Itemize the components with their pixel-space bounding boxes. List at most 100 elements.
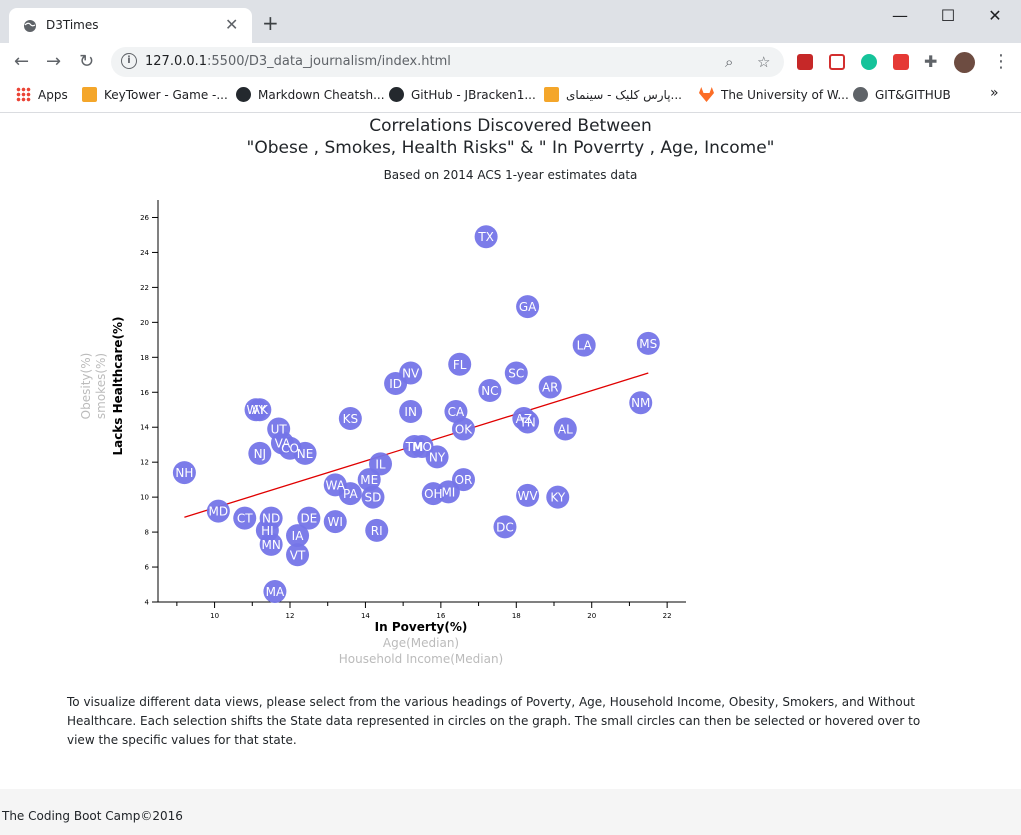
bookmark-github[interactable]: GitHub - JBracken1... xyxy=(389,87,536,102)
close-tab-icon[interactable]: ✕ xyxy=(225,15,239,34)
bookmark-label: Markdown Cheatsh... xyxy=(258,88,385,102)
url-text[interactable]: 127.0.0.1:5500/D3_data_journalism/index.… xyxy=(145,54,451,69)
x-tick-label: 12 xyxy=(286,612,295,620)
state-point[interactable] xyxy=(399,399,423,423)
state-point[interactable] xyxy=(248,441,272,465)
state-point[interactable] xyxy=(553,417,577,441)
state-label: CO xyxy=(281,442,299,456)
bookmark-label: KeyTower - Game -... xyxy=(104,88,228,102)
x-axis-option[interactable]: In Poverty(%) xyxy=(375,620,468,634)
state-point[interactable] xyxy=(444,399,468,423)
y-tick-label: 12 xyxy=(140,459,149,467)
mcafee-extension-icon[interactable] xyxy=(797,54,813,70)
state-label: OK xyxy=(455,422,473,436)
state-point[interactable] xyxy=(474,225,498,249)
back-arrow-icon[interactable]: ← xyxy=(14,51,30,72)
state-point[interactable] xyxy=(293,441,317,465)
state-point[interactable] xyxy=(206,499,230,523)
grammarly-extension-icon[interactable] xyxy=(861,54,877,70)
state-point[interactable] xyxy=(286,524,310,548)
state-point[interactable] xyxy=(233,506,257,530)
address-bar[interactable]: i 127.0.0.1:5500/D3_data_journalism/inde… xyxy=(111,47,784,77)
y-tick-label: 18 xyxy=(140,354,149,362)
state-label: CA xyxy=(448,405,465,419)
state-point[interactable] xyxy=(263,580,287,604)
bookmark-label: GIT&GITHUB xyxy=(875,88,951,102)
state-point[interactable] xyxy=(478,379,502,403)
state-point[interactable] xyxy=(516,483,540,507)
download-extension-icon[interactable] xyxy=(893,54,909,70)
bookmark-keytower[interactable]: KeyTower - Game -... xyxy=(82,87,228,102)
state-point[interactable] xyxy=(516,295,540,319)
state-point[interactable] xyxy=(244,398,268,422)
y-axis-option[interactable]: smokes(%) xyxy=(94,353,108,419)
state-point[interactable] xyxy=(493,515,517,539)
tab-d3times[interactable]: D3Times ✕ xyxy=(9,8,252,43)
state-label: AK xyxy=(252,403,269,417)
state-point[interactable] xyxy=(636,331,660,355)
state-point[interactable] xyxy=(259,532,283,556)
bookmark-markdown[interactable]: Markdown Cheatsh... xyxy=(236,87,385,102)
state-point[interactable] xyxy=(338,482,362,506)
y-axis-option[interactable]: Lacks Healthcare(%) xyxy=(111,316,125,455)
y-tick-label: 8 xyxy=(145,529,149,537)
minimize-icon[interactable]: — xyxy=(892,6,908,25)
state-point[interactable] xyxy=(297,506,321,530)
bookmark-label: Apps xyxy=(38,88,68,102)
state-point[interactable] xyxy=(425,445,449,469)
pocket-extension-icon[interactable] xyxy=(829,54,845,70)
state-point[interactable] xyxy=(448,352,472,376)
state-point[interactable] xyxy=(572,333,596,357)
x-tick-label: 14 xyxy=(361,612,370,620)
url-host: 127.0.0.1 xyxy=(145,54,208,69)
footer: The Coding Boot Camp©2016 xyxy=(0,789,1021,835)
bookmark-parsclick[interactable]: پارس کلیک - سینمای... xyxy=(544,87,682,102)
state-point[interactable] xyxy=(286,543,310,567)
bookmark-git-github[interactable]: GIT&GITHUB xyxy=(853,87,951,102)
description-paragraph: To visualize different data views, pleas… xyxy=(67,695,921,747)
state-point[interactable] xyxy=(516,410,540,434)
maximize-icon[interactable]: ☐ xyxy=(940,6,956,25)
state-point[interactable] xyxy=(546,485,570,509)
footer-text: The Coding Boot Camp©2016 xyxy=(2,809,183,823)
state-label: GA xyxy=(519,300,537,314)
star-icon[interactable]: ☆ xyxy=(757,53,771,71)
extensions-puzzle-icon[interactable]: ✚ xyxy=(924,52,938,71)
new-tab-button[interactable]: + xyxy=(262,11,279,35)
reload-icon[interactable]: ↻ xyxy=(79,51,95,72)
state-label: AZ xyxy=(516,412,532,426)
state-point[interactable] xyxy=(504,361,528,385)
state-point[interactable] xyxy=(538,375,562,399)
state-point[interactable] xyxy=(172,461,196,485)
x-tick-label: 22 xyxy=(663,612,672,620)
state-point[interactable] xyxy=(365,518,389,542)
zoom-icon[interactable]: ⌕ xyxy=(725,53,734,71)
x-axis-option[interactable]: Age(Median) xyxy=(383,636,459,650)
x-tick-label: 20 xyxy=(587,612,596,620)
state-point[interactable] xyxy=(629,391,653,415)
state-label: TX xyxy=(477,230,494,244)
y-axis-option[interactable]: Obesity(%) xyxy=(79,353,93,420)
state-point[interactable] xyxy=(338,406,362,430)
state-label: WV xyxy=(518,489,539,503)
state-point[interactable] xyxy=(451,417,475,441)
bookmark-apps[interactable]: Apps xyxy=(16,87,68,102)
state-label: WY xyxy=(246,403,266,417)
state-point[interactable] xyxy=(384,372,408,396)
x-axis-option[interactable]: Household Income(Median) xyxy=(339,652,503,666)
state-label: WI xyxy=(328,515,343,529)
state-point[interactable] xyxy=(357,468,381,492)
menu-kebab-icon[interactable]: ⋮ xyxy=(992,51,1010,72)
forward-arrow-icon[interactable]: → xyxy=(46,51,62,72)
site-info-icon[interactable]: i xyxy=(121,53,137,69)
bookmark-university[interactable]: The University of W... xyxy=(699,87,849,102)
state-point[interactable] xyxy=(436,480,460,504)
profile-avatar[interactable] xyxy=(954,52,975,73)
page-content: Correlations Discovered Between "Obese ,… xyxy=(0,113,1021,835)
y-tick-label: 22 xyxy=(140,284,149,292)
bookmark-label: GitHub - JBracken1... xyxy=(411,88,536,102)
state-point[interactable] xyxy=(323,510,347,534)
state-point[interactable] xyxy=(361,485,385,509)
bookmarks-overflow-button[interactable]: » xyxy=(990,85,999,101)
close-window-icon[interactable]: ✕ xyxy=(988,6,1002,25)
